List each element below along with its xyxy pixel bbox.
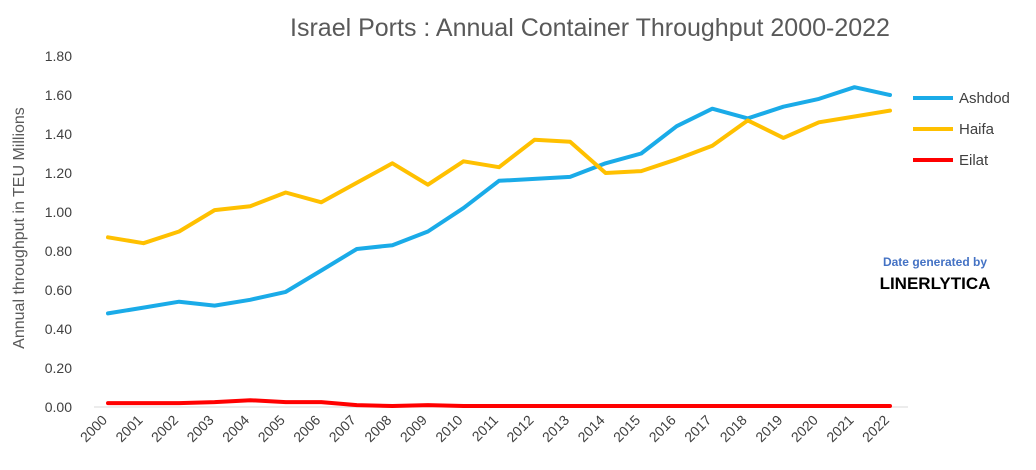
- y-tick-label: 0.80: [45, 243, 72, 259]
- chart-title: Israel Ports : Annual Container Throughp…: [290, 14, 890, 42]
- x-tick-label: 2007: [326, 412, 359, 445]
- x-tick-label: 2003: [183, 412, 216, 445]
- y-tick-label: 1.80: [45, 48, 72, 64]
- x-tick-label: 2011: [469, 412, 502, 445]
- credit-brand: LINERLYTICA: [880, 274, 991, 293]
- series-line-ashdod: [106, 85, 892, 316]
- x-tick-label: 2005: [255, 412, 288, 445]
- legend: Ashdod Haifa Eilat: [913, 90, 1010, 169]
- legend-label-eilat: Eilat: [959, 152, 989, 169]
- x-tick-label: 2010: [432, 412, 465, 445]
- x-tick-label: 2000: [77, 412, 110, 445]
- x-tick-label: 2022: [859, 412, 892, 445]
- y-tick-label: 0.20: [45, 360, 72, 376]
- y-tick-label: 1.00: [45, 204, 72, 220]
- series-line-eilat: [106, 398, 892, 408]
- x-tick-label: 2002: [148, 412, 181, 445]
- x-tick-label: 2001: [112, 412, 145, 445]
- x-tick-label: 2006: [290, 412, 323, 445]
- legend-label-ashdod: Ashdod: [959, 90, 1010, 107]
- x-tick-label: 2016: [646, 412, 679, 445]
- y-tick-label: 1.20: [45, 165, 72, 181]
- y-tick-label: 0.60: [45, 282, 72, 298]
- x-tick-label: 2021: [823, 412, 856, 445]
- x-tick-label: 2020: [788, 412, 821, 445]
- y-tick-label: 0.40: [45, 321, 72, 337]
- x-tick-label: 2009: [397, 412, 430, 445]
- series-line-haifa: [106, 108, 892, 246]
- x-tick-label: 2019: [752, 412, 785, 445]
- credit-line: Date generated by: [883, 255, 987, 269]
- y-axis-label: Annual throughput in TEU Millions: [11, 107, 28, 349]
- x-tick-label: 2004: [219, 412, 252, 445]
- x-tick-label: 2012: [503, 412, 536, 445]
- y-tick-label: 1.60: [45, 87, 72, 103]
- y-tick-label: 0.00: [45, 399, 72, 415]
- x-axis-ticks: 2000 2001 2002 2003 2004 2005 2006 2007 2008 2009…: [77, 412, 892, 445]
- x-tick-label: 2008: [361, 412, 394, 445]
- x-tick-label: 2013: [539, 412, 572, 445]
- x-tick-label: 2017: [681, 412, 714, 445]
- x-tick-label: 2014: [574, 412, 607, 445]
- legend-label-haifa: Haifa: [959, 121, 995, 138]
- series-lines: [106, 85, 892, 408]
- y-axis-ticks: 0.00 0.20 0.40 0.60 0.80 1.00 1.20 1.40 1.60 1.80: [45, 48, 72, 415]
- x-tick-label: 2015: [610, 412, 643, 445]
- y-tick-label: 1.40: [45, 126, 72, 142]
- x-tick-label: 2018: [717, 412, 750, 445]
